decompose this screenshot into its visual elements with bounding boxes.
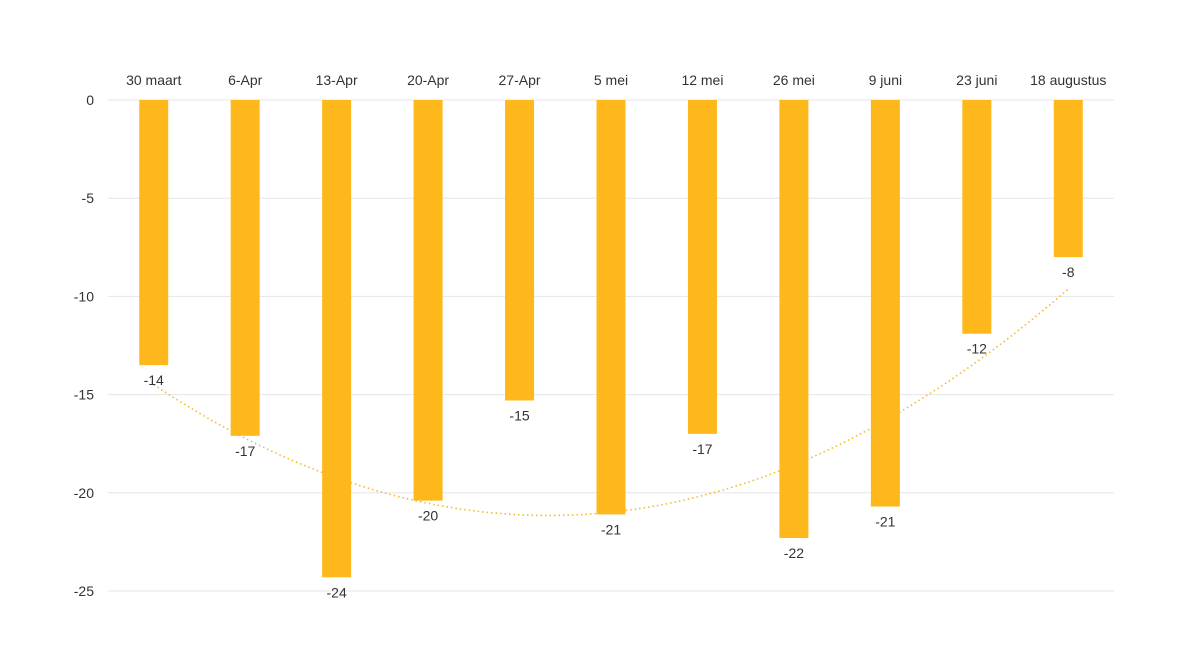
x-category-label: 5 mei [594,72,628,88]
bar [139,100,169,366]
bar [413,100,443,501]
data-label: -12 [967,341,987,357]
trend-line [153,288,1069,517]
y-tick-label: -25 [74,583,94,599]
y-tick-label: 0 [86,92,94,108]
x-category-label: 13-Apr [316,72,358,88]
data-label: -21 [875,514,895,530]
x-category-label: 26 mei [773,72,815,88]
bar [505,100,535,401]
data-label: -8 [1062,264,1075,280]
y-tick-label: -10 [74,288,94,304]
data-label: -14 [144,372,164,388]
y-axis-tick-labels: 0 -5 -10 -15 -20 -25 [74,92,94,599]
bar [230,100,260,436]
data-label: -22 [784,545,804,561]
bars [139,100,1083,578]
data-label: -24 [327,584,347,600]
x-category-label: 27-Apr [499,72,541,88]
data-label: -17 [692,441,712,457]
data-label: -21 [601,521,621,537]
data-label: -17 [235,443,255,459]
x-category-label: 30 maart [126,72,181,88]
bar [870,100,900,507]
bar [962,100,992,334]
y-tick-label: -5 [82,190,95,206]
y-tick-label: -20 [74,485,94,501]
x-category-label: 6-Apr [228,72,263,88]
bar [1053,100,1083,258]
x-category-label: 23 juni [956,72,997,88]
bar [779,100,809,538]
x-category-label: 9 juni [869,72,902,88]
bar [596,100,626,515]
y-tick-label: -15 [74,387,94,403]
x-category-label: 20-Apr [407,72,449,88]
data-labels: -14 -17 -24 -20 -15 -21 -17 -22 -21 -12 -8 [144,264,1075,600]
data-label: -20 [418,508,438,524]
x-axis-category-labels: 30 maart 6-Apr 13-Apr 20-Apr 27-Apr 5 mei 12 m… [126,72,1106,88]
bar [687,100,717,434]
data-label: -15 [509,407,529,423]
x-category-label: 12 mei [681,72,723,88]
trendline [153,288,1069,517]
bar [322,100,352,578]
x-category-label: 18 augustus [1030,72,1106,88]
